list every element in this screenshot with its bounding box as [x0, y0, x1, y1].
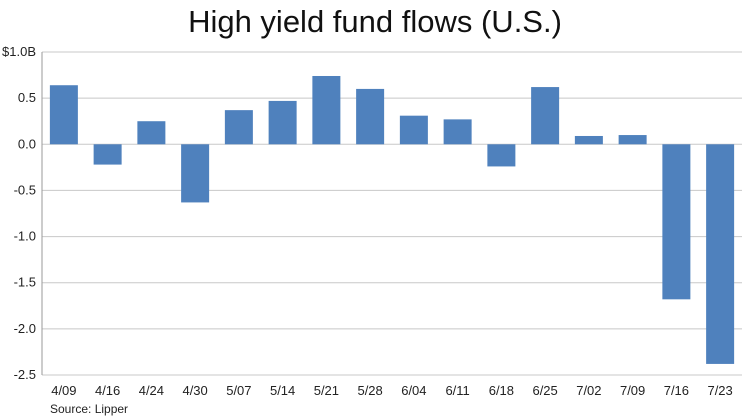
x-tick-label: 6/11 [445, 383, 469, 398]
x-tick-label: 7/09 [620, 383, 645, 398]
source-note: Source: Lipper [50, 402, 129, 416]
y-tick-label: $1.0B [2, 44, 36, 59]
bar [618, 135, 647, 145]
x-tick-label: 6/18 [489, 383, 514, 398]
bar [312, 75, 341, 145]
bar [356, 88, 385, 145]
bar [574, 135, 603, 145]
chart-title: High yield fund flows (U.S.) [188, 4, 562, 39]
bar [49, 85, 78, 145]
x-tick-label: 6/25 [532, 383, 557, 398]
bar [181, 144, 210, 203]
bar [399, 115, 428, 145]
y-tick-label: -1.5 [14, 275, 36, 290]
bar [137, 121, 166, 145]
x-tick-label: 5/28 [357, 383, 382, 398]
bar [662, 144, 691, 300]
bar [93, 144, 122, 165]
y-tick-label: 0.0 [18, 136, 36, 151]
x-tick-label: 4/24 [139, 383, 164, 398]
y-tick-label: -1.0 [14, 229, 36, 244]
bar [224, 110, 253, 145]
x-tick-label: 6/04 [401, 383, 426, 398]
x-tick-label: 4/16 [95, 383, 120, 398]
x-tick-label: 5/07 [226, 383, 251, 398]
x-tick-label: 4/30 [182, 383, 207, 398]
x-tick-label: 7/16 [664, 383, 689, 398]
x-tick-label: 7/02 [576, 383, 601, 398]
bar [706, 144, 735, 364]
bar [531, 87, 560, 145]
x-tick-label: 7/23 [707, 383, 732, 398]
bar [443, 119, 472, 145]
x-tick-label: 4/09 [51, 383, 76, 398]
y-tick-label: -2.0 [14, 321, 36, 336]
x-tick-label: 5/21 [314, 383, 339, 398]
y-tick-label: -0.5 [14, 182, 36, 197]
bar [487, 144, 516, 167]
y-tick-label: -2.5 [14, 367, 36, 382]
x-tick-label: 5/14 [270, 383, 295, 398]
bar [268, 100, 297, 145]
y-tick-label: 0.5 [18, 90, 36, 105]
